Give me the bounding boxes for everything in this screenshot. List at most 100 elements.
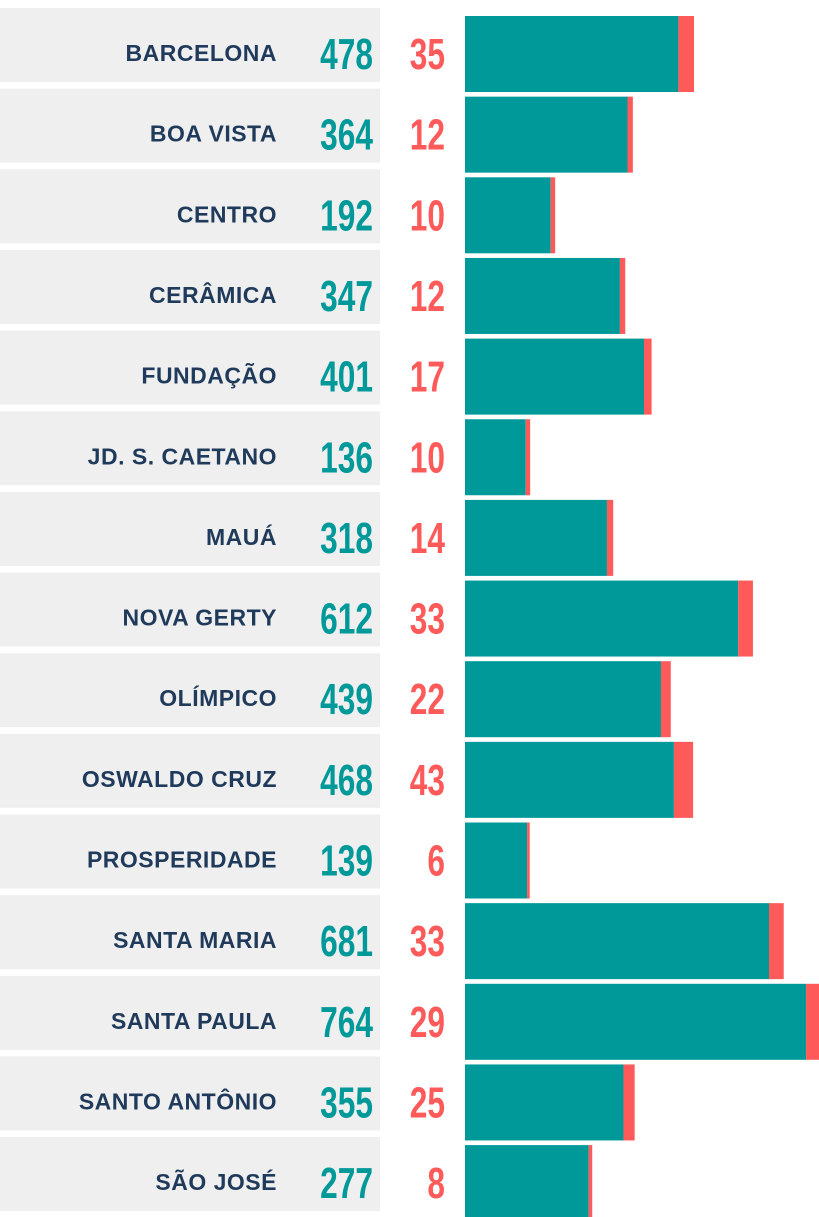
value-label-group: 17 [410,353,445,402]
value-label: 478 [320,30,373,79]
value-label: 401 [320,353,373,402]
category-label: PROSPERIDADE [87,847,277,873]
value-label: 33 [410,917,445,966]
value-label-group: 681 [320,917,373,966]
value-label: 12 [410,272,445,321]
label-background [0,8,380,82]
label-background [0,249,380,324]
value-label-group: 10 [410,191,445,240]
category-label: OSWALDO CRUZ [82,766,277,792]
category-label: BARCELONA [126,40,277,66]
value-label-group: 277 [320,1159,373,1208]
bar-segment [623,1064,635,1141]
value-label-group: 355 [320,1078,373,1127]
value-label: 277 [320,1159,373,1208]
bar-segment [465,661,661,738]
category-label: BOA VISTA [150,121,277,147]
label-background [0,1137,380,1212]
value-label: 468 [320,756,373,805]
category-label: CENTRO [177,201,277,227]
value-label: 12 [410,111,445,160]
value-label-group: 25 [410,1078,445,1127]
label-background [0,411,380,486]
label-background [0,814,380,889]
bar-segment [606,499,614,576]
value-label: 139 [320,836,373,885]
category-label: SÃO JOSÉ [155,1168,277,1195]
category-label: JD. S. CAETANO [88,443,277,469]
bar-segment [465,741,674,818]
category-label: NOVA GERTY [122,605,277,631]
value-label: 6 [427,836,445,885]
value-label: 33 [410,595,445,644]
value-label-group: 192 [320,191,373,240]
category-label: FUNDAÇÃO [141,362,277,389]
bar-segment [678,16,695,92]
label-background [0,491,380,566]
value-label-group: 8 [427,1159,445,1208]
label-background [0,1056,380,1131]
value-label: 136 [320,433,373,482]
bar-segment [465,177,551,254]
label-background [0,572,380,647]
value-label: 681 [320,917,373,966]
value-label: 364 [320,111,373,160]
value-label: 8 [427,1159,445,1208]
bar-segment [660,661,671,738]
bar-segment [525,419,531,496]
value-label: 439 [320,675,373,724]
value-label: 612 [320,595,373,644]
bar-segment [465,419,526,496]
bar-segment [619,257,626,334]
value-label-group: 612 [320,595,373,644]
category-label: MAUÁ [206,523,277,550]
bar-segment [465,257,620,334]
bar-segment [465,1064,624,1141]
value-label: 25 [410,1078,445,1127]
category-label: SANTA MARIA [113,927,277,953]
value-label: 347 [320,272,373,321]
label-background [0,330,380,405]
value-label: 318 [320,514,373,563]
value-label-group: 139 [320,836,373,885]
value-label: 35 [410,30,445,79]
value-label: 22 [410,675,445,724]
bar-segment [588,1145,593,1217]
value-label-group: 10 [410,433,445,482]
value-label: 192 [320,191,373,240]
bar-segment [644,338,652,415]
value-label-group: 364 [320,111,373,160]
category-label: OLÍMPICO [159,684,277,711]
bar-segment [527,822,530,899]
label-background [0,733,380,808]
value-label-group: 22 [410,675,445,724]
bar-segment [465,499,607,576]
bar-segment [465,16,679,92]
category-label: SANTO ANTÔNIO [79,1087,277,1114]
label-background [0,653,380,728]
bar-segment [465,96,628,173]
value-label-group: 6 [427,836,445,885]
value-label-group: 12 [410,111,445,160]
bar-segment [769,903,784,980]
label-background [0,895,380,970]
bar-segment [465,338,645,415]
bar-segment [465,1145,589,1217]
value-label: 17 [410,353,445,402]
label-background [0,975,380,1050]
category-label: CERÂMICA [149,281,277,308]
value-label-group: 764 [320,998,373,1047]
value-label: 10 [410,433,445,482]
bar-segment [627,96,633,173]
value-label: 43 [410,756,445,805]
bar-segment [465,903,770,980]
bar-segment [550,177,556,254]
value-label: 10 [410,191,445,240]
value-label: 764 [320,998,373,1047]
value-label-group: 136 [320,433,373,482]
value-label-group: 33 [410,917,445,966]
value-label-group: 478 [320,30,373,79]
value-label: 355 [320,1078,373,1127]
